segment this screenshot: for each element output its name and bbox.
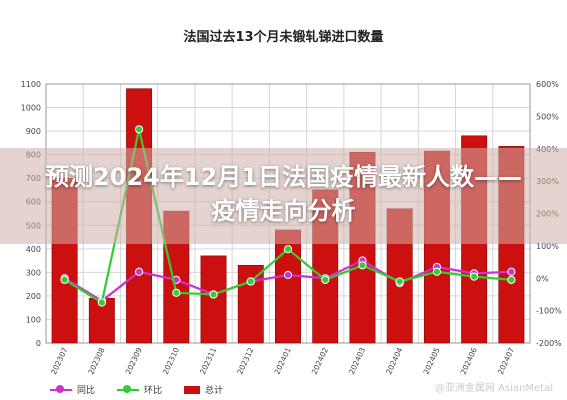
legend-tongbi: 同比 <box>50 383 95 396</box>
x-tick-label: 202311 <box>198 346 218 376</box>
chart-title: 法国过去13个月未锻轧锑进口数量 <box>183 30 384 45</box>
x-tick-label: 202406 <box>459 346 479 376</box>
legend-total-label: 总计 <box>205 386 224 396</box>
point-tongbi <box>507 267 516 276</box>
x-tick-label: 202307 <box>49 346 69 376</box>
x-tick-label: 202308 <box>86 346 106 376</box>
x-tick-label: 202310 <box>161 346 181 376</box>
x-tick-label: 202401 <box>273 346 293 376</box>
point-huanbi <box>432 267 442 276</box>
legend-huanbi: 环比 <box>117 383 162 396</box>
x-tick-label: 202407 <box>496 346 516 376</box>
right-tick-label: 600% <box>536 80 559 89</box>
left-tick-label: 0 <box>36 339 41 348</box>
legend-total: 总计 <box>184 383 223 396</box>
left-tick-label: 100 <box>26 315 41 324</box>
legend-tongbi-label: 同比 <box>77 386 96 396</box>
left-tick-label: 300 <box>26 268 41 277</box>
left-tick-label: 400 <box>26 245 41 254</box>
chart-legend: 同比 环比 总计 <box>50 383 223 396</box>
point-tongbi <box>283 270 293 280</box>
point-huanbi <box>60 275 69 284</box>
right-tick-label: 100% <box>536 242 559 251</box>
point-huanbi <box>507 275 516 284</box>
point-huanbi <box>209 290 218 299</box>
point-huanbi <box>134 125 144 134</box>
x-tick-label: 202404 <box>384 346 404 376</box>
right-tick-label: 0% <box>536 274 549 283</box>
x-tick-label: 202312 <box>235 346 255 376</box>
article-headline: 预测2024年12月1日法国疫情最新人数——疫情走向分析 <box>45 163 522 225</box>
point-huanbi <box>172 288 181 297</box>
point-tongbi <box>134 267 144 276</box>
legend-huanbi-label: 环比 <box>144 386 163 396</box>
legend-total-swatch <box>184 385 201 394</box>
left-tick-label: 900 <box>26 127 41 136</box>
left-tick-label: 200 <box>26 292 41 301</box>
left-tick-label: 1100 <box>21 80 41 89</box>
left-tick-label: 1000 <box>21 104 41 113</box>
right-tick-label: -100% <box>536 307 562 316</box>
point-huanbi <box>321 275 330 284</box>
headline-banner <box>0 148 567 244</box>
point-huanbi <box>395 277 404 286</box>
legend-huanbi-swatch <box>117 384 140 393</box>
x-tick-label: 202403 <box>347 346 367 376</box>
x-tick-label: 202402 <box>310 346 330 376</box>
x-tick-label: 202309 <box>124 346 144 376</box>
x-tick-label: 202405 <box>421 346 441 376</box>
right-tick-label: -200% <box>536 339 562 348</box>
watermark: @亚洲金属网 AsianMetal <box>434 383 553 394</box>
point-huanbi <box>97 298 106 307</box>
point-huanbi <box>246 277 255 286</box>
point-huanbi <box>283 245 293 254</box>
point-huanbi <box>470 272 479 281</box>
right-tick-label: 500% <box>536 112 559 121</box>
point-huanbi <box>358 261 367 270</box>
bar-total <box>88 297 115 344</box>
bar-total <box>200 255 227 344</box>
bar-total <box>237 264 264 344</box>
legend-tongbi-swatch <box>50 384 72 393</box>
